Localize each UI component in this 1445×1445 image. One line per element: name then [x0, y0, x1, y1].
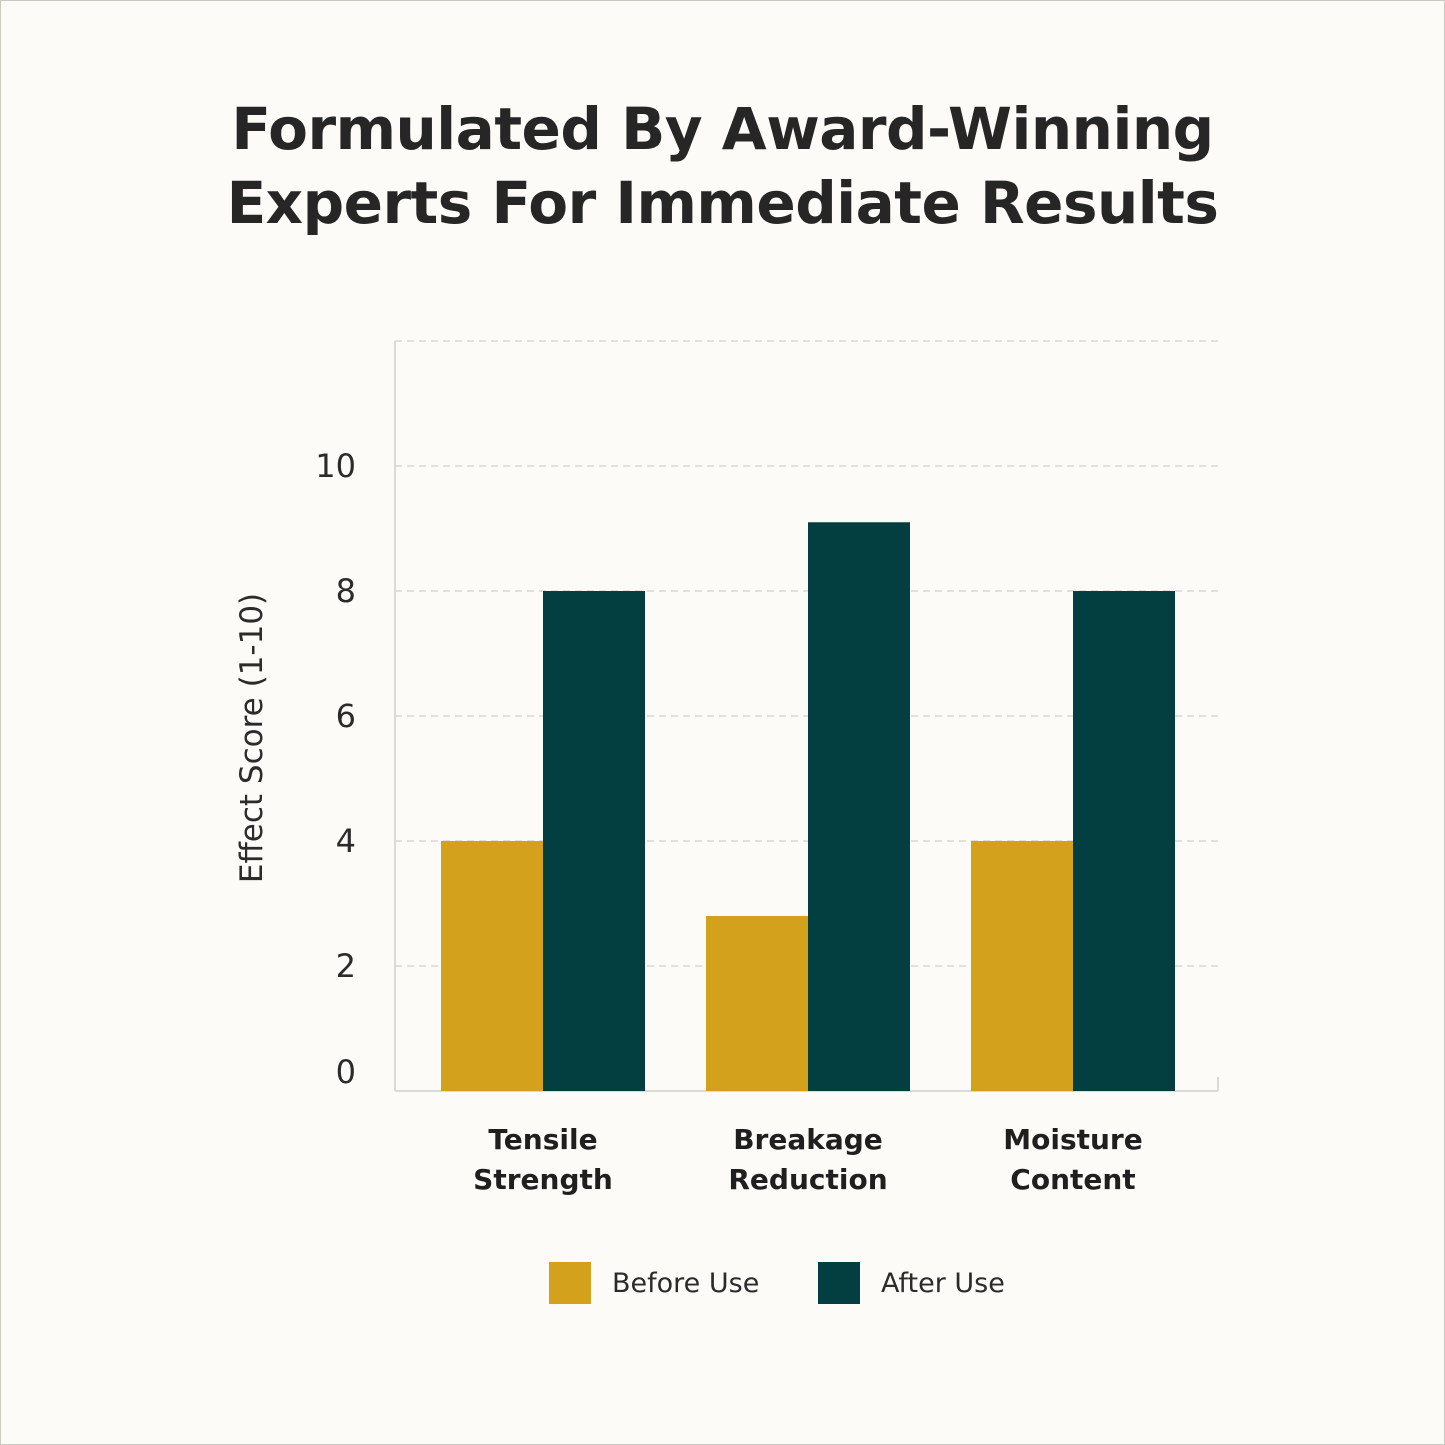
y-tick-label: 10 [315, 447, 356, 485]
bar-before-use [971, 841, 1073, 1091]
legend-swatch [549, 1262, 591, 1304]
title-line-2: Experts For Immediate Results [226, 169, 1219, 237]
legend-swatch [818, 1262, 860, 1304]
x-tick-label: Content [1010, 1163, 1135, 1196]
legend-label: Before Use [612, 1268, 759, 1299]
x-tick-label: Reduction [728, 1163, 887, 1196]
bar-after-use [543, 591, 645, 1091]
y-tick-label: 8 [336, 572, 356, 610]
y-tick-label: 6 [336, 697, 356, 735]
y-tick-label: 2 [336, 947, 356, 985]
legend-label: After Use [881, 1268, 1005, 1299]
x-tick-label: Tensile [488, 1123, 597, 1156]
x-tick-label: Moisture [1003, 1123, 1142, 1156]
title-line-1: Formulated By Award-Winning [231, 95, 1214, 163]
y-tick-label: 4 [336, 822, 356, 860]
x-tick-label: Breakage [733, 1123, 883, 1156]
bar-after-use [808, 522, 910, 1091]
y-axis-label: Effect Score (1-10) [234, 593, 270, 883]
bar-before-use [706, 916, 808, 1091]
y-tick-label: 0 [336, 1053, 356, 1091]
x-tick-label: Strength [473, 1163, 613, 1196]
bar-after-use [1073, 591, 1175, 1091]
bar-before-use [441, 841, 543, 1091]
chart-title: Formulated By Award-Winning Experts For … [0, 92, 1445, 240]
